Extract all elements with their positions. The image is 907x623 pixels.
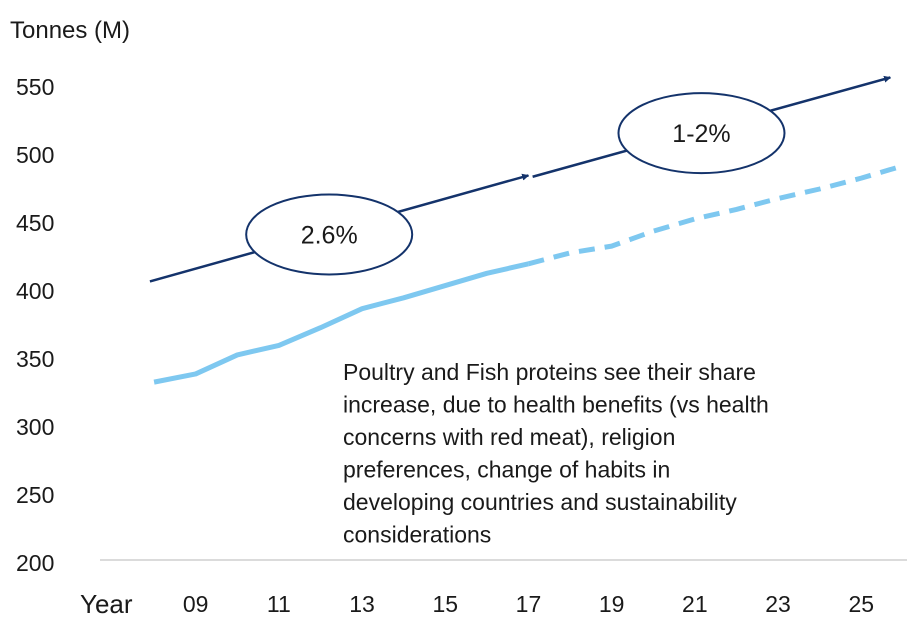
annotation-line: developing countries and sustainability (343, 489, 737, 515)
annotation-line: increase, due to health benefits (vs hea… (343, 392, 769, 418)
trend-label: 1-2% (672, 120, 730, 148)
x-tick-label: 09 (183, 591, 209, 617)
annotation-line: concerns with red meat), religion (343, 424, 675, 450)
x-tick-label: 21 (682, 591, 708, 617)
y-axis-label: Tonnes (M) (10, 17, 130, 44)
annotation-line: considerations (343, 522, 491, 548)
y-tick-label: 300 (16, 414, 54, 440)
y-tick-label: 250 (16, 482, 54, 508)
y-tick-label: 350 (16, 346, 54, 372)
y-tick-label: 450 (16, 210, 54, 236)
annotation-line: preferences, change of habits in (343, 457, 670, 483)
x-tick-label: 17 (516, 591, 542, 617)
y-tick-label: 400 (16, 278, 54, 304)
x-axis-label: Year (80, 589, 133, 618)
y-tick-label: 200 (16, 550, 54, 576)
annotation-line: Poultry and Fish proteins see their shar… (343, 359, 756, 385)
series-line (153, 261, 530, 385)
trend-bubble (617, 92, 786, 175)
x-tick-label: 25 (848, 591, 874, 617)
trend-label: 2.6% (301, 221, 358, 249)
x-tick-label: 13 (349, 591, 375, 617)
series-line (527, 163, 904, 267)
x-tick-label: 15 (432, 591, 458, 617)
trend-bubble (245, 193, 414, 276)
x-tick-label: 19 (599, 591, 625, 617)
x-tick-label: 11 (267, 591, 291, 617)
y-tick-label: 550 (16, 74, 54, 100)
x-tick-label: 23 (765, 591, 791, 617)
y-tick-label: 500 (16, 142, 54, 168)
